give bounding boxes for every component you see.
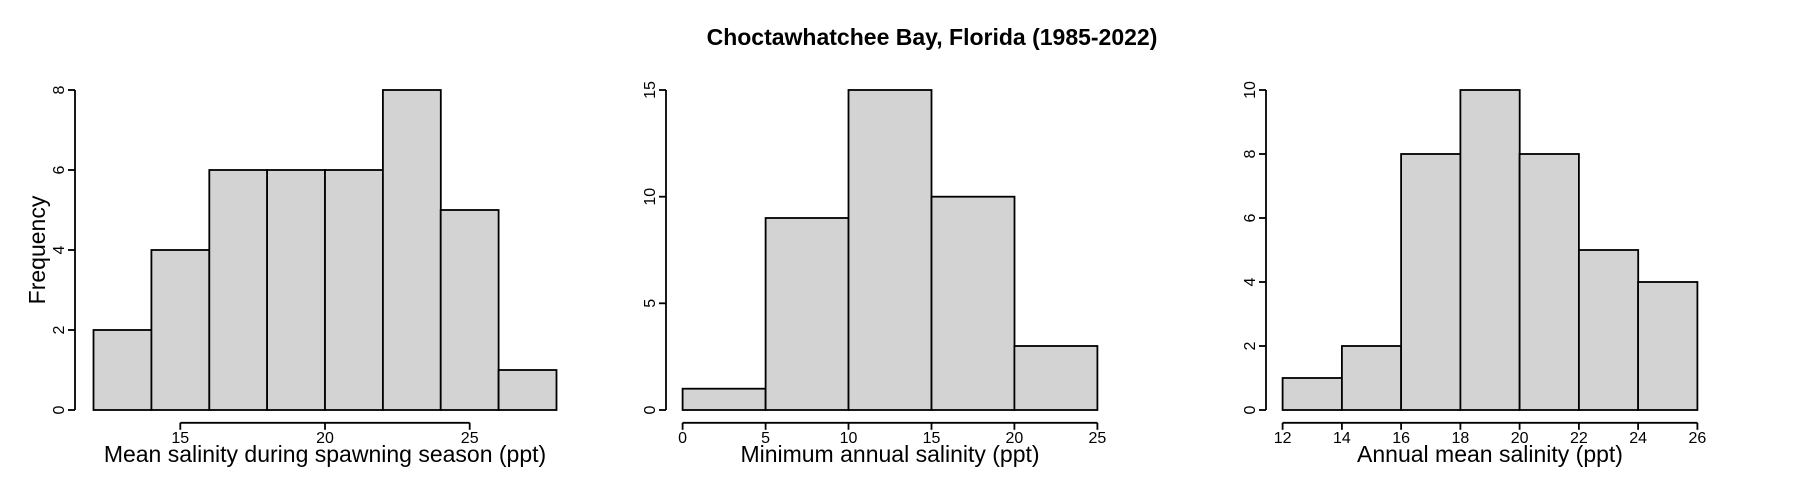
histogram-bar bbox=[681, 387, 767, 411]
y-axis-tick-label: 2 bbox=[1242, 341, 1259, 350]
histogram-bar bbox=[497, 369, 558, 411]
histogram-bar bbox=[764, 217, 850, 411]
figure-title: Choctawhatchee Bay, Florida (1985-2022) bbox=[706, 24, 1158, 50]
histogram-bar bbox=[1459, 89, 1521, 411]
x-axis-tick-label: 20 bbox=[316, 430, 334, 447]
x-axis-title: Annual mean salinity (ppt) bbox=[1357, 441, 1623, 467]
histogram-bar bbox=[1637, 281, 1699, 411]
y-axis-tick-label: 8 bbox=[1242, 149, 1259, 158]
histogram-bar bbox=[92, 329, 153, 411]
histogram-bar bbox=[1518, 153, 1580, 411]
x-axis-tick-label: 25 bbox=[461, 430, 479, 447]
y-axis-tick-label: 0 bbox=[642, 405, 659, 414]
y-axis-tick-label: 6 bbox=[1242, 213, 1259, 222]
histogram-bar bbox=[439, 209, 500, 411]
x-axis-tick-label: 22 bbox=[1570, 430, 1588, 447]
y-axis-tick-label: 5 bbox=[642, 299, 659, 308]
x-axis-tick-label: 18 bbox=[1452, 430, 1470, 447]
histogram-bar bbox=[1400, 153, 1462, 411]
histogram-bar bbox=[381, 89, 442, 411]
histogram-bar bbox=[324, 169, 384, 411]
y-axis-tick-label: 10 bbox=[1242, 81, 1259, 99]
x-axis-tick-label: 16 bbox=[1392, 430, 1410, 447]
y-axis-tick-label: 2 bbox=[51, 325, 68, 334]
x-axis-tick-label: 14 bbox=[1333, 430, 1351, 447]
histogram-bar bbox=[1281, 377, 1343, 411]
histogram-bar bbox=[266, 169, 326, 411]
y-axis-tick-label: 15 bbox=[642, 81, 659, 99]
histogram-bar bbox=[150, 249, 211, 411]
histogram-bar bbox=[847, 89, 933, 411]
x-axis-tick-label: 15 bbox=[171, 430, 189, 447]
x-axis-tick-label: 15 bbox=[923, 430, 941, 447]
x-axis-tick-label: 20 bbox=[1006, 430, 1024, 447]
x-axis-tick-label: 20 bbox=[1511, 430, 1529, 447]
y-axis-tick-label: 0 bbox=[51, 405, 68, 414]
histogram-bar bbox=[1013, 345, 1099, 411]
y-axis-title: Frequency bbox=[24, 195, 50, 304]
histogram-bar bbox=[930, 195, 1016, 411]
x-axis-tick-label: 10 bbox=[840, 430, 858, 447]
histogram-bar bbox=[1340, 345, 1403, 411]
y-axis-tick-label: 10 bbox=[642, 188, 659, 206]
histogram-bar bbox=[1577, 249, 1640, 411]
x-axis-title: Minimum annual salinity (ppt) bbox=[740, 441, 1039, 467]
x-axis-tick-label: 24 bbox=[1629, 430, 1647, 447]
x-axis-tick-label: 26 bbox=[1689, 430, 1707, 447]
x-axis-tick-label: 0 bbox=[678, 430, 687, 447]
x-axis-tick-label: 12 bbox=[1274, 430, 1292, 447]
y-axis-tick-label: 4 bbox=[1242, 277, 1259, 286]
histogram-panel-spawning-season-salinity: 15 20 25 0 2 4 6 8 Mean salinity during spawning… bbox=[24, 85, 558, 467]
y-axis-tick-label: 8 bbox=[51, 85, 68, 94]
histogram-bar bbox=[208, 169, 269, 411]
y-axis-tick-label: 6 bbox=[51, 165, 68, 174]
x-axis-tick-label: 5 bbox=[761, 430, 770, 447]
y-axis-tick-label: 4 bbox=[51, 245, 68, 254]
y-axis-tick-label: 0 bbox=[1242, 405, 1259, 414]
x-axis-tick-label: 25 bbox=[1089, 430, 1107, 447]
x-axis-title: Mean salinity during spawning season (pp… bbox=[104, 441, 546, 467]
